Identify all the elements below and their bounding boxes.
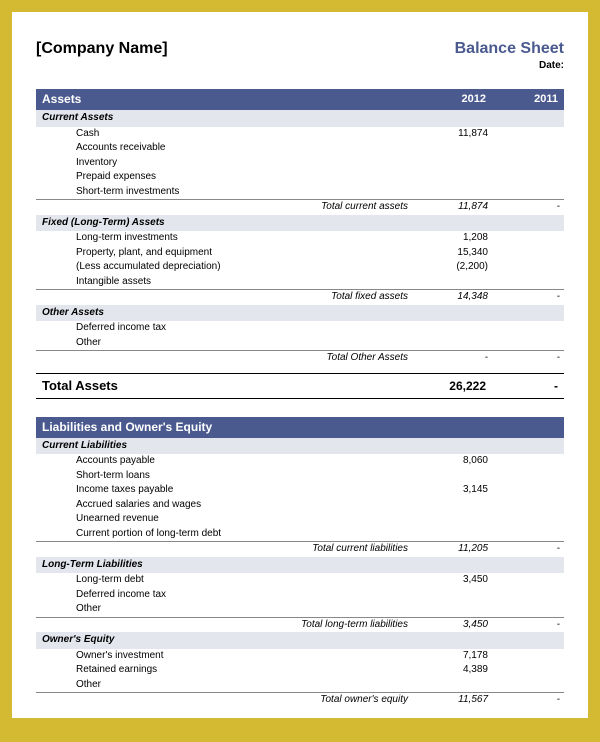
title-block: Balance Sheet Date: [455,40,564,71]
table-row: Deferred income tax [36,588,564,603]
spacer [36,399,564,417]
table-row: Other [36,678,564,693]
table-row: Long-term debt3,450 [36,573,564,588]
fixed-assets-subtotal: Total fixed assets14,348- [36,290,564,305]
longterm-liabilities-header: Long-Term Liabilities [36,557,564,574]
table-row: Deferred income tax [36,321,564,336]
fixed-assets-header: Fixed (Long-Term) Assets [36,215,564,232]
year-1-header: 2012 [414,89,492,110]
liabilities-section-bar: Liabilities and Owner's Equity [36,417,564,438]
table-row: Prepaid expenses [36,170,564,185]
table-row: Other [36,336,564,351]
table-row: Unearned revenue [36,512,564,527]
table-row: Other [36,602,564,617]
table-row: (Less accumulated depreciation)(2,200) [36,260,564,275]
table-row: Property, plant, and equipment15,340 [36,246,564,261]
owners-equity-subtotal: Total owner's equity11,567- [36,693,564,708]
company-name: [Company Name] [36,40,168,58]
current-assets-subtotal: Total current assets11,874- [36,200,564,215]
liabilities-title: Liabilities and Owner's Equity [36,417,564,438]
table-row: Current portion of long-term debt [36,527,564,542]
total-assets-row: Total Assets 26,222 - [36,374,564,399]
assets-section-bar: Assets 2012 2011 [36,89,564,110]
table-row: Long-term investments1,208 [36,231,564,246]
table-row: Retained earnings4,389 [36,663,564,678]
other-assets-header: Other Assets [36,305,564,322]
table-row: Short-term loans [36,469,564,484]
year-2-header: 2011 [492,89,564,110]
other-assets-subtotal: Total Other Assets-- [36,351,564,366]
balance-sheet-page: [Company Name] Balance Sheet Date: Asset… [12,12,588,718]
table-row: Short-term investments [36,185,564,200]
table-row: Income taxes payable3,145 [36,483,564,498]
balance-sheet-table: Assets 2012 2011 Current Assets Cash11,8… [36,89,564,708]
current-assets-header: Current Assets [36,110,564,127]
table-row: Accounts receivable [36,141,564,156]
header: [Company Name] Balance Sheet Date: [36,40,564,71]
current-liabilities-subtotal: Total current liabilities11,205- [36,542,564,557]
spacer [36,366,564,374]
table-row: Inventory [36,156,564,171]
longterm-liabilities-subtotal: Total long-term liabilities3,450- [36,617,564,632]
date-label: Date: [455,60,564,71]
current-liabilities-header: Current Liabilities [36,438,564,455]
table-row: Accrued salaries and wages [36,498,564,513]
table-row: Accounts payable8,060 [36,454,564,469]
table-row: Cash11,874 [36,127,564,142]
owners-equity-header: Owner's Equity [36,632,564,649]
document-title: Balance Sheet [455,40,564,58]
assets-title: Assets [36,89,414,110]
table-row: Intangible assets [36,275,564,290]
table-row: Owner's investment7,178 [36,649,564,664]
